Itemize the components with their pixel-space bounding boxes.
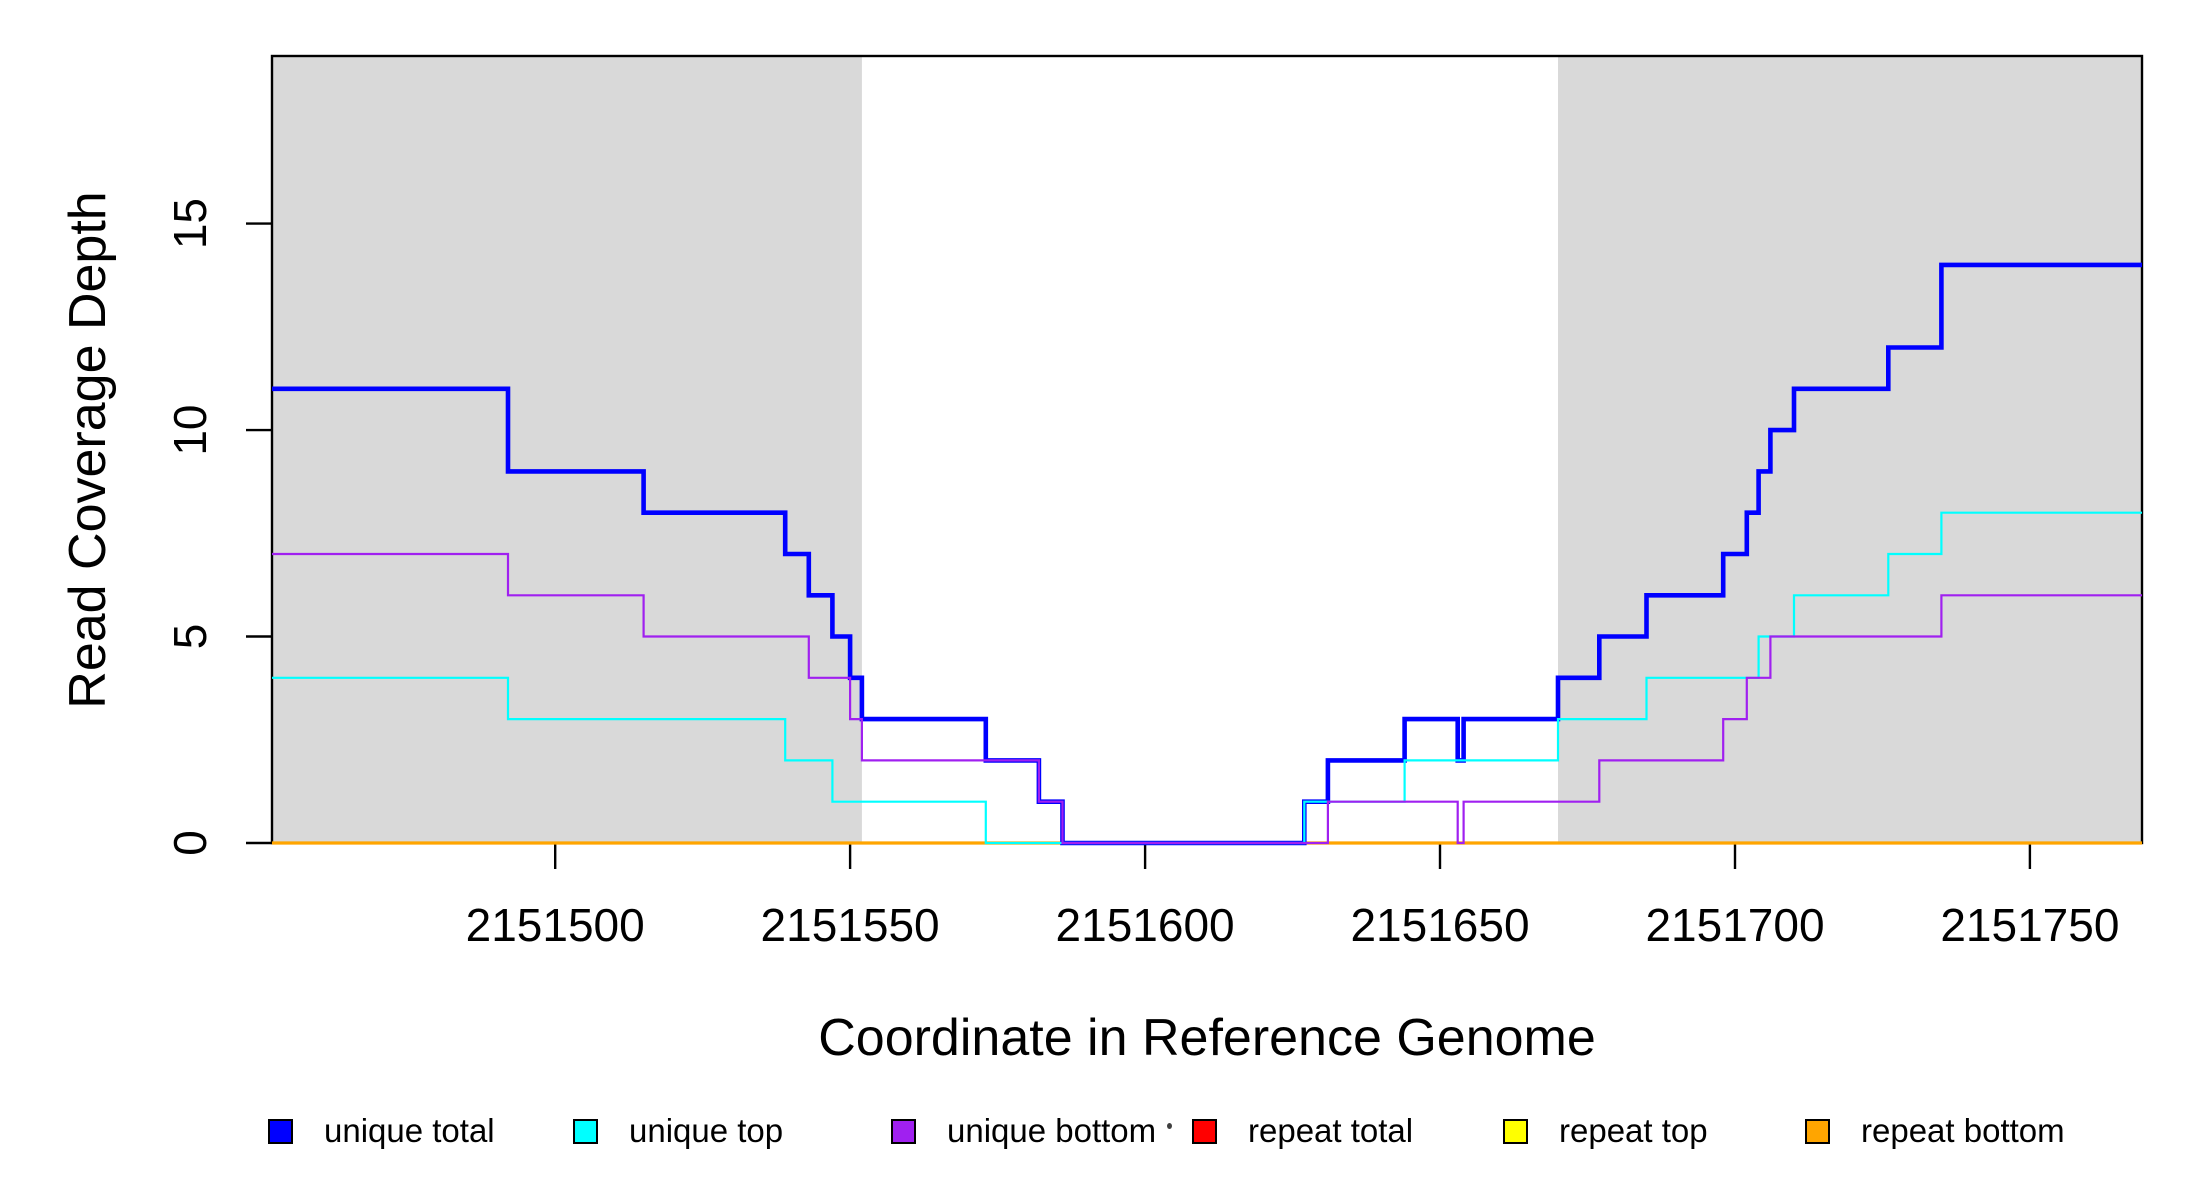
legend-label: repeat bottom xyxy=(1861,1112,2065,1149)
stray-dot-artifact xyxy=(1167,1123,1172,1129)
legend-swatch-repeat-top xyxy=(1503,1118,1528,1144)
legend-label: unique top xyxy=(629,1112,784,1149)
legend-label: repeat top xyxy=(1559,1112,1708,1149)
x-axis-title: Coordinate in Reference Genome xyxy=(818,1009,1596,1067)
legend-swatch-unique-bottom xyxy=(891,1118,916,1144)
legend-label: repeat total xyxy=(1248,1112,1414,1149)
legend-swatch-repeat-bottom xyxy=(1805,1118,1830,1144)
legend-item-repeat-bottom: repeat bottom xyxy=(1805,1112,2065,1149)
legend-swatch-unique-total xyxy=(268,1118,293,1144)
y-tick-label: 10 xyxy=(164,405,216,456)
legend-item-repeat-top: repeat top xyxy=(1503,1112,1708,1149)
series-unique-top xyxy=(272,511,2142,845)
series-unique-bottom xyxy=(272,552,2142,845)
x-tick-label: 2151700 xyxy=(1645,899,1824,951)
x-tick-label: 2151650 xyxy=(1350,899,1529,951)
legend-label: unique total xyxy=(324,1112,495,1149)
y-tick-label: 15 xyxy=(164,198,216,249)
x-tick-label: 2151750 xyxy=(1940,899,2119,951)
y-axis-title: Read Coverage Depth xyxy=(59,191,117,709)
legend-swatch-repeat-total xyxy=(1192,1118,1217,1144)
legend-item-repeat-total: repeat total xyxy=(1192,1112,1413,1149)
shaded-region-1 xyxy=(1558,56,2142,843)
series-unique-total xyxy=(272,262,2142,846)
legend-label: unique bottom xyxy=(947,1112,1157,1149)
shaded-region-0 xyxy=(272,56,862,843)
x-tick-label: 2151550 xyxy=(761,899,940,951)
legend-item-unique-bottom: unique bottom xyxy=(891,1112,1156,1149)
legend-item-unique-total: unique total xyxy=(268,1112,495,1149)
legend-item-unique-top: unique top xyxy=(573,1112,783,1149)
x-tick-label: 2151500 xyxy=(466,899,645,951)
y-tick-label: 5 xyxy=(164,624,216,650)
x-tick-label: 2151600 xyxy=(1056,899,1235,951)
y-tick-label: 0 xyxy=(164,830,216,856)
legend-swatch-unique-top xyxy=(573,1118,598,1144)
